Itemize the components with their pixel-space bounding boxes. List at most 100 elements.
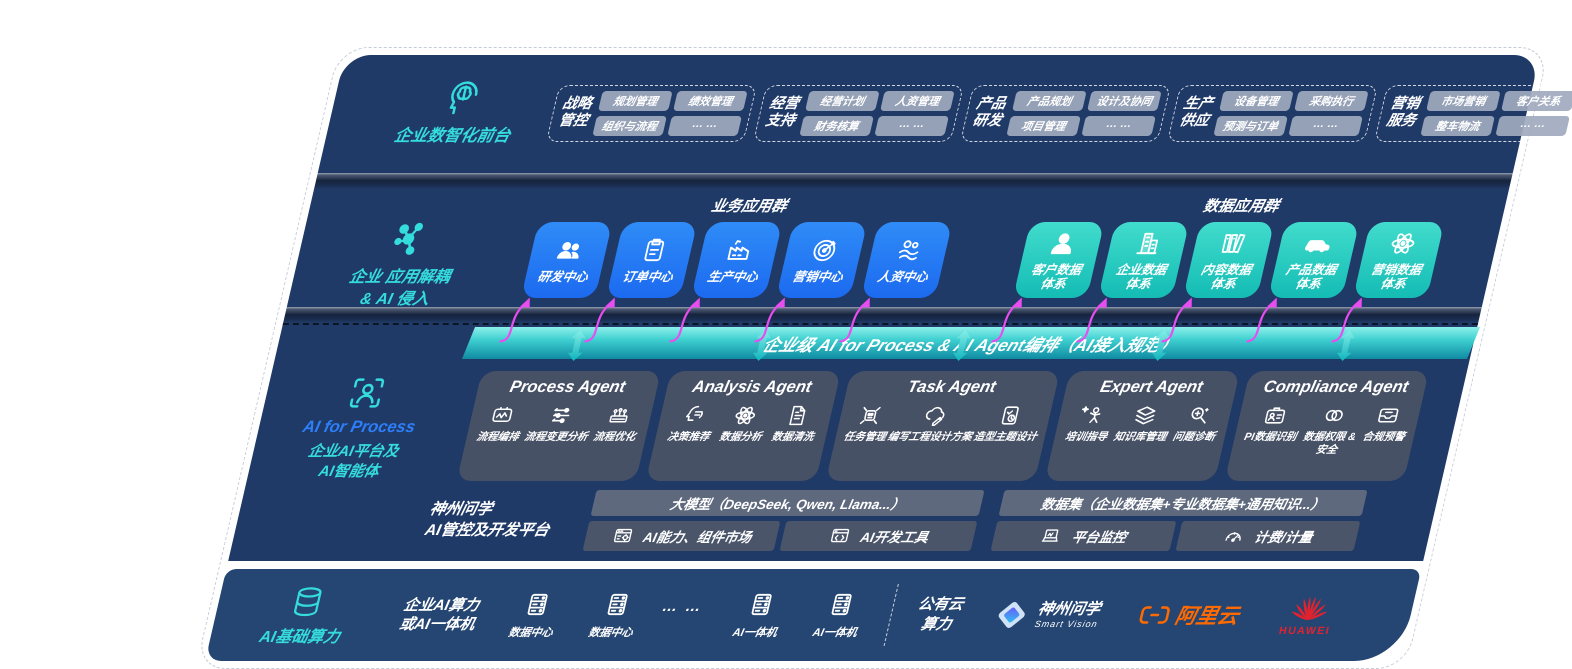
group-name: 生产供应: [1177, 95, 1215, 129]
vertical-dashed-divider: [883, 584, 900, 646]
chip: 采购执行: [1294, 90, 1369, 111]
diagnose-icon: [1183, 403, 1214, 428]
dataset-group: 数据集（企业数据集+专业数据集+通用知识...） 平台监控 计费/计量: [990, 490, 1368, 551]
layer-gap: [226, 561, 1423, 569]
teal-double-arrow: [952, 330, 971, 361]
ai-for-process-title: AI for Process: [301, 418, 418, 436]
app-layer-label: 企业 应用解耦 & AI 侵入: [308, 219, 497, 310]
head-chat-icon: [678, 403, 709, 428]
aliyun-bracket-icon: [1137, 605, 1172, 625]
cell-ai-devtools: AI开发工具: [779, 521, 978, 551]
front-group-supply: 生产供应 设备管理 采购执行 预测与订单 … …: [1167, 84, 1379, 142]
agent-card-analysis: Analysis Agent 决策推荐 数据分析 数据清洗: [645, 330, 842, 481]
atom-icon: [730, 403, 761, 428]
brain-icon: [436, 78, 485, 118]
chip: … …: [1081, 115, 1157, 136]
person-icon: [1045, 229, 1081, 258]
magenta-flow-arrow: [839, 297, 870, 343]
doc-icon: [782, 403, 813, 428]
layer-infrastructure: AI基础算力 企业AI算力 或AI一体机 数据中心 数据中心 … … AI一体机…: [205, 569, 1422, 661]
huawei-logo: HUAWEI: [1278, 594, 1339, 637]
focus-person-icon: [342, 373, 391, 413]
enterprise-compute-label: 企业AI算力 或AI一体机: [397, 596, 482, 634]
front-office-title: 企业数智化前台: [392, 127, 513, 145]
chip: 财务核算: [799, 115, 875, 136]
server-icon: [743, 590, 779, 619]
car-icon: [1300, 229, 1336, 258]
chip: 经营计划: [805, 90, 880, 111]
magenta-flow-arrow: [754, 297, 785, 343]
id-card-icon: [1260, 403, 1291, 428]
data-box-enterprise: 企业数据体系: [1097, 222, 1190, 298]
magenta-flow-arrow: [1161, 297, 1192, 343]
chip: … …: [1288, 115, 1364, 136]
data-app-group: 数据应用群 客户数据体系 企业数据体系 内容数据体系 产品数据体系 营销数据体系: [991, 195, 1451, 343]
layer-applications: 企业 应用解耦 & AI 侵入 业务应用群 研发中心 订单中心 生产中心 营销中…: [286, 189, 1510, 343]
machine-icon: [604, 403, 635, 428]
huawei-flower-icon: [1289, 594, 1330, 624]
architecture-diagram: 企业数智化前台 战略管控 规划管理 绩效管理 组织与流程 … … 经营支持 经营…: [195, 47, 1572, 669]
chip: 人资管理: [880, 90, 955, 111]
locks-icon: [1319, 403, 1350, 428]
ai-appliance-node: AI一体机: [811, 590, 867, 640]
app-box-production-center: 生产中心: [690, 222, 783, 298]
devtools-icon: [826, 525, 853, 547]
group-name: 营销服务: [1384, 95, 1422, 129]
tablet-check-icon: [995, 403, 1026, 428]
app-box-order-center: 订单中心: [605, 222, 698, 298]
agent-card-expert: Expert Agent 培训指导 知识库管理 问题诊断: [1044, 330, 1241, 481]
ellipsis: … …: [660, 597, 705, 615]
atom-icon: [1385, 229, 1421, 258]
app-box-hr-center: 人资中心: [860, 222, 953, 298]
inbox-icon: [1373, 403, 1404, 428]
agent-card-compliance: Compliance Agent PI数据识别 数据权限 & 安全 合规预警: [1225, 330, 1430, 481]
cell-monitoring: 平台监控: [990, 521, 1177, 551]
chip: 设计及协同: [1087, 90, 1162, 111]
magenta-flow-arrow: [1076, 297, 1107, 343]
ai-access-dashed-line: [282, 323, 1479, 325]
data-box-marketing: 营销数据体系: [1352, 222, 1445, 298]
ai-layer-label: AI for Process 企业AI平台及 AI智能体: [247, 373, 472, 481]
layer-ai-platform: 企业级 AI for Process & AI Agent编排（AI接入规范） …: [228, 323, 1481, 561]
clipboard-icon: [636, 236, 672, 265]
layer-step-shadow: [314, 173, 1513, 189]
market-icon: [609, 525, 636, 547]
public-cloud-label: 公有云 算力: [916, 595, 966, 633]
magenta-flow-arrow: [499, 297, 530, 343]
data-box-content: 内容数据体系: [1182, 222, 1275, 298]
agent-card-process: Process Agent 流程编排 流程变更分析 流程优化: [456, 330, 661, 481]
magenta-flow-arrow: [669, 297, 700, 343]
front-group-product: 产品研发 产品规划 设计及协同 项目管理 … …: [960, 84, 1172, 142]
teal-double-arrow: [752, 330, 771, 361]
app-layer-title-2: & AI 侵入: [358, 290, 431, 308]
books-icon: [1215, 229, 1251, 258]
teach-icon: [1076, 403, 1107, 428]
robot-icon: [854, 403, 885, 428]
sliders-icon: [546, 403, 577, 428]
aliyun-logo: 阿里云: [1136, 600, 1242, 630]
target-icon: [806, 236, 842, 265]
molecule-icon: [384, 219, 433, 259]
teal-double-arrow: [1152, 330, 1171, 361]
front-group-operation: 经营支持 经营计划 人资管理 财务核算 … …: [753, 84, 965, 142]
data-box-customer: 客户数据体系: [1012, 222, 1105, 298]
datacenter-node: 数据中心: [507, 590, 563, 640]
data-box-product: 产品数据体系: [1267, 222, 1360, 298]
business-group-heading: 业务应用群: [709, 198, 789, 215]
group-name: 经营支持: [763, 95, 801, 129]
datacenter-node: 数据中心: [587, 590, 643, 640]
front-group-marketing: 营销服务 市场营销 客户关系 整车物流 … …: [1374, 84, 1572, 142]
database-icon: [286, 584, 330, 620]
chip: 设备管理: [1219, 90, 1294, 111]
chip: 市场营销: [1426, 90, 1501, 111]
app-layer-title-1: 企业 应用解耦: [347, 269, 452, 286]
people-icon: [551, 236, 587, 265]
magenta-flow-arrow: [991, 297, 1022, 343]
flow-icon: [487, 403, 518, 428]
group-name: 战略管控: [556, 95, 594, 129]
sv-diamond-icon: [991, 598, 1033, 632]
chip: 规划管理: [598, 90, 673, 111]
model-bar: 大模型（DeepSeek, Qwen, Llama...）: [590, 490, 985, 516]
front-group-strategy: 战略管控 规划管理 绩效管理 组织与流程 … …: [546, 84, 758, 142]
front-office-label: 企业数智化前台: [364, 78, 552, 146]
